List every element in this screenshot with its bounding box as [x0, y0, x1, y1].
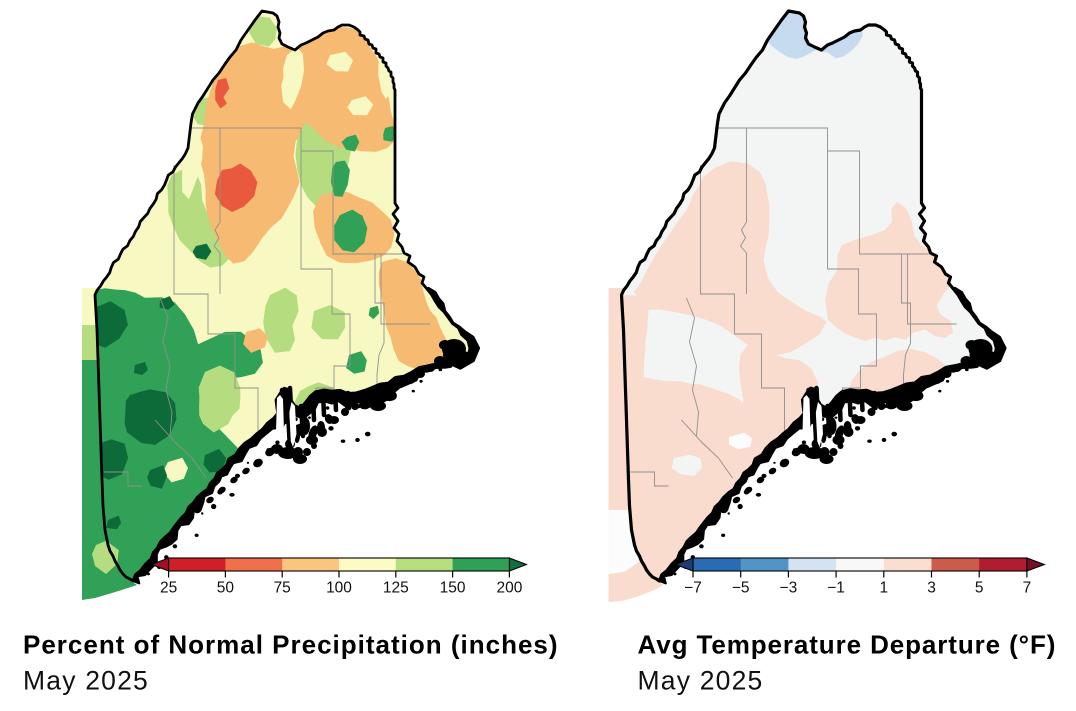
svg-text:−5: −5	[732, 580, 750, 597]
svg-text:75: 75	[274, 580, 291, 597]
svg-text:May 2025: May 2025	[23, 666, 149, 696]
svg-text:50: 50	[217, 580, 235, 597]
svg-text:−3: −3	[780, 580, 798, 597]
svg-text:100: 100	[326, 580, 352, 597]
svg-text:3: 3	[927, 580, 936, 597]
svg-text:150: 150	[440, 580, 466, 597]
svg-text:May 2025: May 2025	[638, 666, 764, 696]
svg-text:5: 5	[975, 580, 984, 597]
svg-text:200: 200	[496, 580, 522, 597]
svg-text:1: 1	[879, 580, 888, 597]
svg-text:25: 25	[160, 580, 177, 597]
svg-text:−1: −1	[827, 580, 845, 597]
svg-text:−7: −7	[684, 580, 702, 597]
svg-text:Percent of Normal Precipitatio: Percent of Normal Precipitation (inches)	[23, 630, 559, 660]
svg-text:125: 125	[383, 580, 409, 597]
svg-text:Avg Temperature Departure (°F): Avg Temperature Departure (°F)	[638, 630, 1057, 660]
svg-text:7: 7	[1023, 580, 1032, 597]
